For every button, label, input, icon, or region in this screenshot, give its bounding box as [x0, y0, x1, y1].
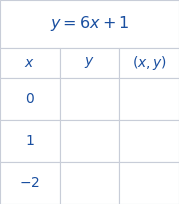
Bar — [0, 162, 60, 204]
Bar — [60, 162, 119, 204]
Bar — [119, 120, 179, 162]
Text: $x$: $x$ — [25, 56, 35, 70]
Bar — [60, 48, 119, 78]
Bar — [119, 78, 179, 120]
Text: $0$: $0$ — [25, 92, 35, 106]
Bar — [60, 120, 119, 162]
Text: $(x, y)$: $(x, y)$ — [132, 54, 167, 72]
Text: $y = 6x + 1$: $y = 6x + 1$ — [50, 14, 129, 33]
Bar — [0, 48, 60, 78]
Bar — [0, 0, 179, 48]
Bar — [60, 78, 119, 120]
Bar — [119, 48, 179, 78]
Text: $-2$: $-2$ — [19, 176, 40, 190]
Bar — [0, 120, 60, 162]
Text: $y$: $y$ — [84, 55, 95, 70]
Bar — [119, 162, 179, 204]
Text: $1$: $1$ — [25, 134, 35, 148]
Bar — [0, 78, 60, 120]
